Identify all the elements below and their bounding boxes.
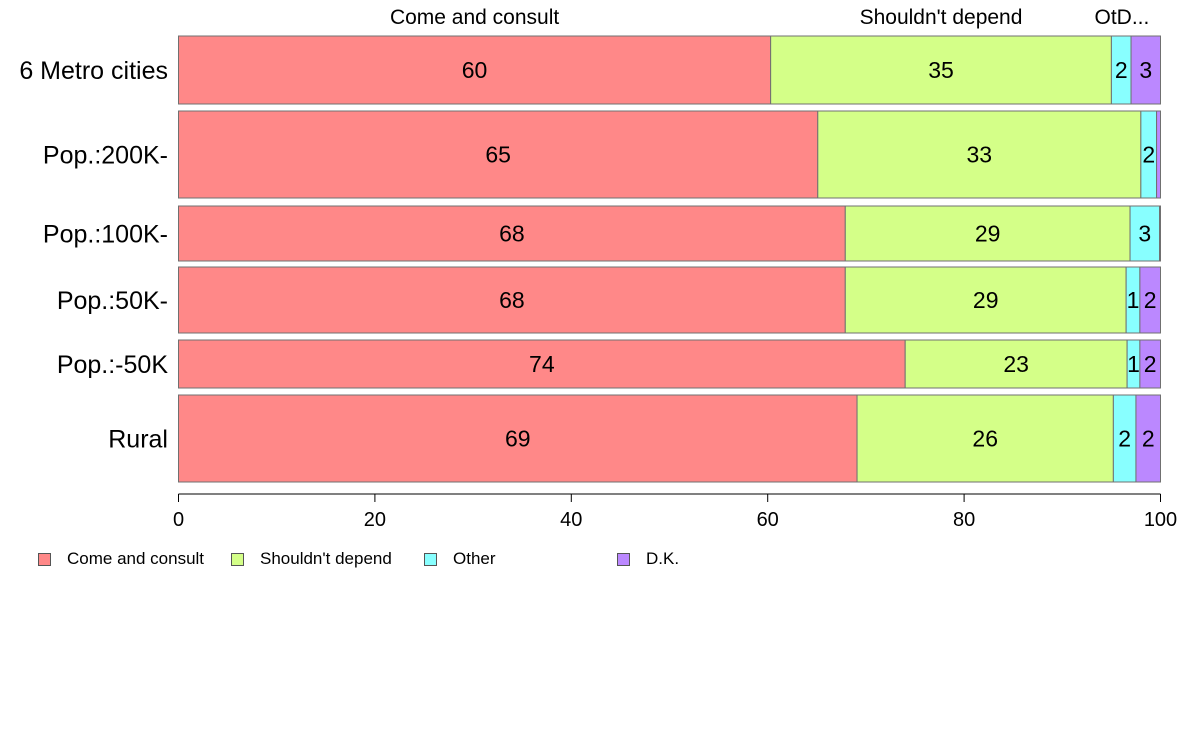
bar-come-and-consult-pop-100k — [178, 205, 846, 262]
bar-come-and-consult-rural — [178, 394, 858, 483]
data-label-other-pop-100k: 3 — [1138, 221, 1151, 247]
category-label-6-metro-cities: 6 Metro cities — [19, 57, 168, 85]
data-label-other-pop-50k: 1 — [1127, 351, 1140, 377]
data-label-other-pop-50k: 1 — [1127, 287, 1140, 313]
legend-swatch-other — [424, 552, 437, 566]
legend-label-dk: D.K. — [646, 549, 680, 568]
data-label-d-k-rural: 2 — [1142, 426, 1155, 452]
x-tick-label-100: 100 — [1144, 509, 1177, 531]
data-label-come-and-consult-pop-100k: 68 — [499, 221, 525, 247]
x-tick-label-20: 20 — [364, 509, 386, 531]
data-label-come-and-consult-pop-50k: 68 — [499, 287, 525, 313]
bar-come-and-consult-6-metro-cities — [178, 35, 772, 105]
legend-item-come-and-consult: Come and consult — [38, 548, 204, 570]
bar-d-k-pop-50k — [1139, 339, 1162, 389]
data-label-other-6-metro-cities: 2 — [1115, 57, 1128, 83]
bar-come-and-consult-pop-200k — [178, 110, 819, 199]
bar-d-k-6-metro-cities — [1130, 35, 1162, 105]
data-label-d-k-pop-50k: 2 — [1144, 351, 1157, 377]
bar-d-k-pop-50k — [1139, 266, 1162, 334]
data-label-d-k-pop-50k: 2 — [1144, 287, 1157, 313]
data-label-shouldn-t-depend-pop-50k: 29 — [973, 287, 999, 313]
bar-d-k-pop-200k — [1156, 110, 1162, 199]
legend-item-dk: D.K. — [617, 548, 679, 570]
bar-d-k-pop-100k — [1159, 205, 1161, 262]
top-label-shouldn-t-depend: Shouldn't depend — [860, 6, 1023, 29]
bar-come-and-consult-pop-50k — [178, 339, 906, 389]
category-label-pop-200k: Pop.:200K- — [43, 142, 168, 170]
bar-shouldn-t-depend-pop-50k — [844, 266, 1127, 334]
x-tick-label-0: 0 — [173, 509, 184, 531]
bar-shouldn-t-depend-pop-100k — [844, 205, 1131, 262]
bar-d-k-rural — [1135, 394, 1161, 483]
legend-swatch-shouldnt-depend — [231, 552, 244, 566]
top-label-otd: OtD... — [1095, 6, 1150, 29]
legend-item-shouldnt-depend: Shouldn't depend — [231, 548, 392, 570]
data-label-come-and-consult-6-metro-cities: 60 — [462, 57, 488, 83]
data-label-shouldn-t-depend-pop-50k: 23 — [1003, 351, 1029, 377]
legend-label-come-and-consult: Come and consult — [67, 549, 205, 568]
x-tick-label-40: 40 — [560, 509, 582, 531]
data-label-shouldn-t-depend-rural: 26 — [972, 426, 998, 452]
data-label-come-and-consult-rural: 69 — [505, 426, 531, 452]
bar-shouldn-t-depend-pop-50k — [904, 339, 1128, 389]
category-label-pop-100k: Pop.:100K- — [43, 221, 168, 249]
legend-item-other: Other — [424, 548, 496, 570]
category-label-rural: Rural — [108, 426, 168, 454]
legend-label-other: Other — [453, 549, 496, 568]
bar-shouldn-t-depend-6-metro-cities — [770, 35, 1112, 105]
top-label-come-and-consult: Come and consult — [390, 6, 559, 29]
category-label-pop-50k: Pop.:50K- — [57, 287, 168, 315]
data-label-other-pop-200k: 2 — [1142, 142, 1155, 168]
data-label-come-and-consult-pop-200k: 65 — [485, 142, 511, 168]
bar-shouldn-t-depend-rural — [856, 394, 1114, 483]
legend: Come and consult Shouldn't depend Other … — [38, 548, 738, 570]
x-tick-label-80: 80 — [953, 509, 975, 531]
bar-shouldn-t-depend-pop-200k — [817, 110, 1142, 199]
legend-label-shouldnt-depend: Shouldn't depend — [260, 549, 392, 568]
data-label-other-rural: 2 — [1118, 426, 1131, 452]
data-label-d-k-6-metro-cities: 3 — [1139, 57, 1152, 83]
legend-swatch-dk — [617, 552, 630, 566]
category-label-pop-50k: Pop.:-50K — [57, 351, 169, 379]
data-label-shouldn-t-depend-pop-200k: 33 — [967, 142, 993, 168]
bar-come-and-consult-pop-50k — [178, 266, 846, 334]
bar-other-pop-100k — [1129, 205, 1161, 262]
data-label-come-and-consult-pop-50k: 74 — [529, 351, 555, 377]
data-label-shouldn-t-depend-pop-100k: 29 — [975, 221, 1001, 247]
x-tick-label-60: 60 — [757, 509, 779, 531]
legend-swatch-come-and-consult — [38, 552, 51, 566]
data-label-shouldn-t-depend-6-metro-cities: 35 — [928, 57, 954, 83]
